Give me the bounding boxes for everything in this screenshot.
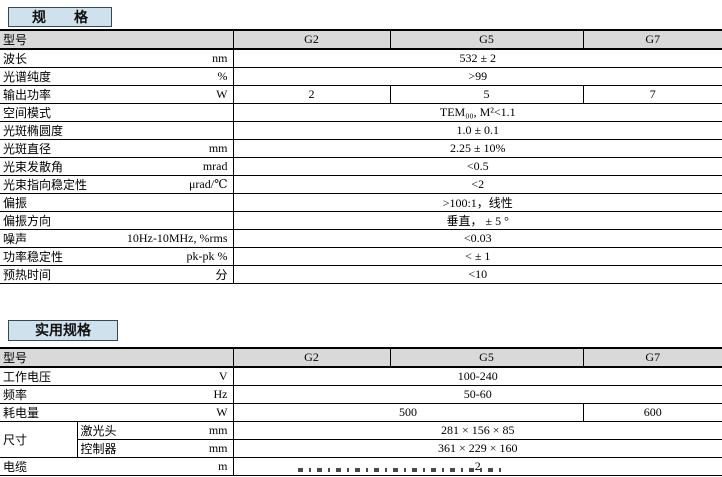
table-row-output-power: 输出功率 W 2 5 7 [0,85,722,104]
row-unit: mm [208,423,228,437]
row-value: <0.5 [233,157,722,176]
practical-model-g5: G5 [389,347,584,368]
row-unit: m [218,459,228,473]
row-value: >100:1，线性 [233,193,722,212]
row-label: 激光头 [80,424,117,438]
row-label: 预热时间 [3,268,52,282]
table-row-beam-diameter: 光斑直径 mm 2.25 ± 10% [0,139,722,158]
table-row-power-consumption: 耗电量 W 500 600 [0,403,722,422]
row-value: 281 × 156 × 85 [233,421,722,440]
row-unit: Hz [213,387,228,401]
row-value-g5: 5 [389,85,583,104]
row-label: 光斑椭圆度 [3,124,64,138]
row-value: <2 [233,175,722,194]
row-unit: 10Hz-10MHz, %rms [126,231,228,245]
table-row-pointing-stability: 光束指向稳定性 μrad/℃ <2 [0,175,722,194]
dimensions-group-label: 尺寸 [3,433,28,447]
row-label: 光束指向稳定性 [3,178,88,192]
row-value: <10 [233,265,722,284]
row-unit: nm [212,51,228,65]
table-row-spectral-purity: 光谱纯度% >99 [0,67,722,86]
table-row-laser-head-size: 尺寸 激光头 mm 281 × 156 × 85 [0,421,722,458]
row-value: 2.25 ± 10% [233,139,722,158]
row-label: 偏振方向 [3,214,52,228]
table-row-controller-size: 控制器 mm 361 × 229 × 160 [0,439,722,458]
row-value-g2-g5: 500 [233,403,584,422]
spec-model-g2: G2 [233,29,390,50]
row-value: 50-60 [233,385,722,404]
spec-model-g7: G7 [582,29,722,50]
row-unit: V [218,369,228,383]
row-label: 波长 [3,52,28,66]
row-value: <0.03 [233,229,722,248]
row-label: 偏振 [3,196,28,210]
row-unit: W [216,405,228,419]
table-row-wavelength: 波长 nm 532 ± 2 [0,49,722,68]
spec-model-label: 型号 [3,33,28,47]
practical-header-row: 型号 G2 G5 G7 [0,347,722,368]
practical-section-title: 实用规格 [8,320,118,341]
table-row-warmup-time: 预热时间 分 <10 [0,265,722,284]
spec-section-title: 规 格 [8,7,112,27]
row-value: 2 [233,457,722,476]
row-label: 噪声 [3,232,28,246]
table-row-spatial-mode: 空间模式 TEM₀₀, M²<1.1 [0,103,722,122]
row-unit: mm [208,441,228,455]
row-label: 光斑直径 [3,142,52,156]
practical-model-g2: G2 [233,347,391,368]
row-value-g2: 2 [233,85,390,104]
table-row-power-stability: 功率稳定性 pk-pk % < ± 1 [0,247,722,266]
table-row-polarization-direction: 偏振方向 垂直， ± 5 ° [0,211,722,230]
row-label: 光谱纯度 [3,70,52,84]
spec-model-g5: G5 [389,29,583,50]
row-unit: W [216,87,228,101]
row-value: 532 ± 2 [233,49,722,68]
row-label: 功率稳定性 [3,250,64,264]
table-row-noise: 噪声 10Hz-10MHz, %rms <0.03 [0,229,722,248]
row-label: 电缆 [3,460,28,474]
row-value: 1.0 ± 0.1 [233,121,722,140]
row-label: 耗电量 [3,406,40,420]
practical-model-label: 型号 [3,351,28,365]
table-row-operating-voltage: 工作电压 V 100-240 [0,367,722,386]
practical-model-g7: G7 [582,347,722,368]
row-label: 频率 [3,388,28,402]
row-value: 100-240 [233,367,722,386]
row-value: 垂直， ± 5 ° [233,211,722,230]
row-value-g7: 600 [582,403,722,422]
row-value-g7: 7 [582,85,722,104]
table-row-ellipticity: 光斑椭圆度 1.0 ± 0.1 [0,121,722,140]
spec-table: 型号 G2 G5 G7 波长 nm 532 ± 2 光谱纯度% >99 输出功率 W… [0,29,722,284]
spec-header-row: 型号 G2 G5 G7 [0,29,722,50]
table-row-polarization: 偏振 >100:1，线性 [0,193,722,212]
table-row-divergence: 光束发散角 mrad <0.5 [0,157,722,176]
clipped-text-fragment [298,468,506,472]
row-label: 控制器 [80,442,117,456]
row-label: 工作电压 [3,370,52,384]
table-row-frequency: 频率 Hz 50-60 [0,385,722,404]
row-unit: % [217,69,228,83]
row-unit: 分 [215,268,228,282]
row-unit: mm [208,141,228,155]
row-label: 空间模式 [3,106,52,120]
row-unit: mrad [202,159,228,173]
row-unit: μrad/℃ [188,177,228,191]
table-row-cable: 电缆 m 2 [0,457,722,476]
row-value: < ± 1 [233,247,722,266]
row-label: 输出功率 [3,88,52,102]
row-value: >99 [233,67,722,86]
row-value: TEM₀₀, M²<1.1 [233,103,722,122]
row-label: 光束发散角 [3,160,64,174]
row-value: 361 × 229 × 160 [233,439,722,458]
row-unit: pk-pk % [186,249,228,263]
practical-table: 型号 G2 G5 G7 工作电压 V 100-240 频率 Hz 50-60 耗电量… [0,347,722,476]
